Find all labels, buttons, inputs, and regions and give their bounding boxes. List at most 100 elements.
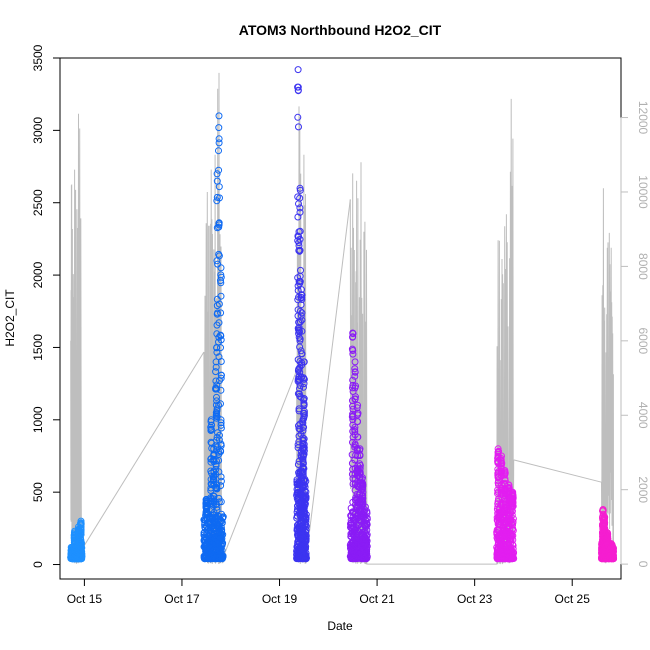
data-point: [295, 425, 303, 433]
data-point-peak: [600, 513, 608, 521]
chart-title: ATOM3 Northbound H2O2_CIT: [239, 22, 442, 38]
data-point-peak: [212, 358, 220, 366]
data-point: [217, 309, 225, 317]
data-point: [353, 522, 361, 530]
data-point: [509, 491, 517, 499]
data-point: [217, 419, 225, 427]
data-point: [217, 331, 224, 339]
data-point: [295, 377, 303, 385]
data-point: [502, 514, 510, 522]
data-point-peak: [354, 401, 362, 409]
data-point: [295, 123, 302, 131]
y2-tick-label: 12000: [636, 101, 650, 135]
data-point: [296, 385, 304, 393]
data-point-peak: [356, 445, 364, 453]
data-point: [300, 555, 308, 563]
data-point: [212, 545, 220, 553]
data-point: [296, 208, 304, 216]
x-tick-label: Oct 19: [262, 592, 298, 606]
data-point: [214, 260, 222, 268]
data-point-peak: [296, 184, 304, 192]
secondary-transit-line: [513, 459, 602, 483]
data-point: [300, 383, 307, 391]
data-point: [609, 555, 617, 563]
y-tick-label: 1000: [31, 406, 45, 433]
data-point: [213, 193, 221, 201]
data-point: [215, 124, 223, 132]
data-point-peak: [298, 286, 305, 294]
data-point: [351, 426, 359, 434]
data-point: [217, 473, 225, 481]
data-point: [351, 423, 359, 431]
data-point: [297, 347, 305, 355]
data-point-peak: [498, 452, 505, 460]
data-point: [297, 519, 305, 527]
data-point: [215, 532, 223, 540]
data-point: [296, 554, 304, 562]
data-point: [215, 457, 223, 464]
data-point: [217, 424, 225, 432]
data-point: [217, 336, 225, 344]
data-point: [296, 307, 304, 315]
x-tick-label: Oct 23: [457, 592, 493, 606]
data-point: [350, 540, 358, 548]
data-point: [217, 498, 225, 506]
data-point: [213, 330, 221, 338]
data-point: [500, 541, 508, 549]
data-point: [294, 113, 302, 121]
data-point: [215, 551, 223, 559]
plot-frame: [59, 57, 622, 580]
data-point: [215, 139, 223, 147]
data-point: [352, 393, 359, 401]
data-point: [213, 433, 221, 441]
data-point: [356, 476, 364, 484]
data-point-peak: [295, 228, 303, 236]
data-point: [297, 301, 305, 309]
data-point: [356, 499, 364, 507]
data-point: [213, 321, 221, 329]
data-point: [296, 194, 304, 202]
data-point: [496, 535, 504, 543]
data-point: [217, 358, 225, 365]
data-point: [215, 147, 222, 155]
data-point: [295, 293, 303, 301]
data-point: [217, 477, 225, 485]
data-point: [299, 444, 307, 452]
data-point: [501, 470, 509, 478]
data-point: [217, 421, 225, 429]
data-point: [355, 552, 363, 559]
data-point: [356, 480, 364, 488]
data-point: [347, 555, 355, 563]
data-point: [354, 433, 362, 441]
data-point: [213, 257, 221, 265]
data-point: [206, 554, 214, 562]
data-point: [299, 543, 307, 551]
data-point: [295, 333, 303, 341]
data-point: [349, 410, 357, 418]
data-point-peak: [210, 445, 218, 453]
data-point: [349, 421, 357, 429]
data-point: [300, 402, 308, 410]
data-point: [603, 537, 611, 545]
data-point: [299, 468, 307, 476]
data-point: [213, 407, 221, 415]
data-point: [210, 468, 218, 476]
data-point: [217, 277, 224, 285]
data-point: [301, 500, 309, 508]
data-point-peak: [505, 481, 513, 489]
y2-tick-label: 6000: [636, 327, 650, 354]
data-point: [353, 404, 361, 412]
data-point: [295, 239, 303, 247]
data-point: [69, 555, 77, 563]
data-point: [294, 87, 302, 95]
data-point: [352, 510, 359, 518]
primary-series-layer: [67, 66, 618, 563]
data-point: [360, 555, 368, 562]
data-point: [210, 472, 218, 480]
data-point: [294, 502, 302, 510]
data-point: [212, 542, 220, 550]
data-point: [213, 553, 221, 560]
data-point: [356, 464, 364, 472]
data-point: [351, 372, 359, 380]
